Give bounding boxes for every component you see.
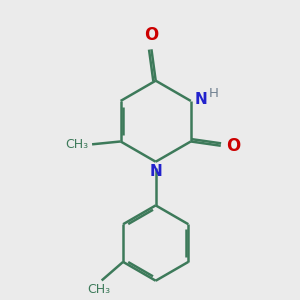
Text: H: H: [208, 87, 218, 100]
Text: O: O: [226, 137, 240, 155]
Text: CH₃: CH₃: [87, 283, 110, 296]
Text: O: O: [144, 26, 159, 44]
Text: N: N: [194, 92, 207, 107]
Text: N: N: [149, 164, 162, 179]
Text: CH₃: CH₃: [65, 138, 89, 151]
